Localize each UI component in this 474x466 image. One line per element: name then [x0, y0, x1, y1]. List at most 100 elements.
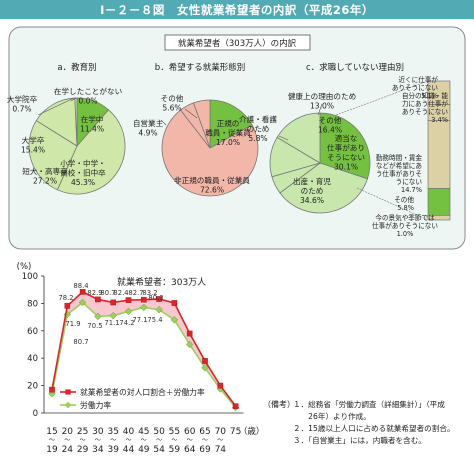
- breakdown-connector-top: [335, 80, 429, 116]
- series-labor-force-point-9: [185, 340, 194, 349]
- x-tick-label-1-sep: ～: [64, 437, 70, 444]
- notes-head: （備考）: [263, 399, 295, 409]
- y-tick-label-1: 20: [27, 382, 38, 392]
- pie-c-label-4-line: その他: [319, 115, 342, 125]
- value-label-3: 80.7: [73, 338, 88, 346]
- breakdown-label-4-line: 仕事がありそうにない: [372, 221, 438, 230]
- x-tick-label-7-end: 54: [153, 445, 165, 455]
- legend-box: [58, 384, 201, 412]
- series-desired-point-0: [49, 386, 55, 393]
- series-labor-force-point-7: [155, 305, 163, 314]
- x-tick-label-8: 55: [169, 427, 180, 437]
- pie-b-slice-0: [209, 99, 253, 149]
- title-bar: [0, 0, 474, 19]
- pie-c-label-4-line: 16.4%: [318, 126, 342, 135]
- breakdown-label-1-line: 3.4%: [431, 116, 448, 124]
- pie-c-label-1-line: のため: [301, 187, 324, 196]
- box-title: 就業希望者（303万人）の内訳: [178, 38, 297, 49]
- series-labor-force-point-6: [140, 303, 148, 312]
- pie-c-label-1-line: 出産・育児: [293, 176, 331, 186]
- y-tick-label-0: 0: [33, 409, 38, 419]
- x-tick-label-11-sep: ～: [217, 437, 223, 444]
- breakdown-segment-3: [427, 188, 451, 216]
- series-desired-point-7: [156, 296, 162, 302]
- x-tick-label-7-sep: ～: [156, 437, 162, 444]
- series-labor-force-point-10: [201, 364, 209, 372]
- x-tick-label-8-sep: ～: [171, 437, 177, 444]
- pie-c-label-1-line: 34.6%: [300, 196, 324, 205]
- series-desired-point-2: [79, 289, 86, 295]
- pie-a-title: a．教育別: [57, 62, 96, 73]
- x-tick-label-11: 70: [215, 427, 227, 437]
- pie-a-leader-1: [37, 97, 75, 116]
- x-tick-label-12: 75: [230, 427, 241, 437]
- x-tick-label-0-sep: ～: [49, 437, 55, 444]
- notes-line-3: ３．「自営業主」には，内職者を含む。: [293, 435, 426, 445]
- x-tick-label-8-end: 59: [169, 445, 181, 455]
- breakdown-label-1-line: 自分の知識・能: [402, 91, 449, 100]
- series-desired-point-1: [64, 303, 71, 309]
- pie-b-label-0-line: 職員・従業員: [205, 128, 251, 138]
- x-tick-label-5-sep: ～: [125, 437, 131, 444]
- x-tick-label-9: 60: [184, 427, 196, 437]
- pie-a-label-1-line: 小学・中学・: [60, 158, 106, 168]
- series-desired-point-3: [95, 296, 101, 303]
- pie-b-leader-0: [184, 108, 198, 119]
- legend-desired-label: 就業希望者の対人口割合＋労働力率: [80, 387, 205, 397]
- pie-c-label-2-line: のため: [247, 125, 270, 134]
- pie-a-slice-2: [28, 119, 78, 191]
- series-desired-point-9: [186, 330, 193, 337]
- value-label-0: 78.2: [58, 294, 73, 302]
- pie-b-label-3-line: 5.6%: [162, 104, 181, 113]
- pie-b-label-2-line: 自営業主: [133, 118, 164, 128]
- notes-line-0: １．総務省「労働力調査（詳細集計）」（平成: [293, 399, 445, 409]
- x-tick-label-3-sep: ～: [95, 437, 101, 444]
- value-label-9: 74.2: [119, 319, 134, 327]
- pie-a-label-4-line: 0.7%: [12, 105, 31, 114]
- pie-b-label-1-line: 非正規の職員・従業員: [174, 175, 250, 185]
- value-label-12: 83.2: [142, 289, 157, 297]
- series-desired-point-4: [110, 299, 116, 306]
- value-label-10: 82.7: [128, 289, 143, 297]
- pie-b-leader-1: [160, 119, 167, 126]
- pie-a-label-4-line: 大学院卒: [7, 94, 38, 104]
- pie-a-label-2-line: 短大・高専卒: [22, 166, 68, 176]
- breakdown-connector-bottom: [356, 187, 429, 221]
- value-label-11: 77.1: [132, 316, 147, 324]
- series-labor-force-point-2: [78, 298, 87, 307]
- legend-desired-marker: [65, 389, 71, 395]
- pie-b-slice-3: [192, 99, 211, 149]
- pie-c-label-2-line: 介護・看護: [239, 114, 277, 124]
- breakdown-label-4-line: 1.0%: [397, 230, 414, 238]
- y-tick-label-2: 40: [27, 354, 38, 364]
- value-label-14: 80.3: [148, 294, 163, 302]
- pie-c-label-3-line: 健康上の理由のため: [288, 91, 356, 101]
- x-tick-label-3: 30: [92, 427, 104, 437]
- x-axis-unit: （歳）: [239, 426, 265, 437]
- breakdown-label-1-line: 力にあう仕事が: [402, 99, 449, 108]
- pie-a-label-0-line: 在学中: [81, 114, 104, 124]
- pie-c-label-2-line: 5.8%: [248, 134, 267, 143]
- series-desired-point-5: [125, 297, 132, 303]
- pie-b-label-3-line: その他: [161, 93, 184, 103]
- x-tick-label-7: 50: [153, 427, 165, 437]
- breakdown-label-2-line: などが希望にあ: [376, 161, 422, 170]
- x-tick-label-10-end: 69: [199, 445, 211, 455]
- pie-b-title: b．希望する就業形態別: [155, 62, 245, 73]
- x-tick-label-3-end: 34: [92, 445, 104, 455]
- legend-labor-marker: [64, 401, 72, 409]
- breakdown-segment-4: [427, 215, 451, 221]
- x-tick-label-6: 45: [138, 427, 149, 437]
- pie-c-label-0-line: 仕事があり: [327, 143, 365, 153]
- x-tick-label-4-end: 39: [107, 445, 119, 455]
- value-label-7: 71.1: [104, 319, 119, 327]
- x-tick-label-2-sep: ～: [80, 437, 86, 444]
- x-tick-label-5: 40: [123, 427, 135, 437]
- x-tick-label-0: 15: [46, 427, 57, 437]
- x-tick-label-10-sep: ～: [202, 437, 208, 444]
- x-tick-label-4: 35: [107, 427, 118, 437]
- series-labor-force-point-5: [124, 307, 133, 316]
- pie-b-label-1-line: 72.6%: [200, 186, 224, 195]
- pie-a-label-1-line: 高校・旧中卒: [60, 168, 106, 178]
